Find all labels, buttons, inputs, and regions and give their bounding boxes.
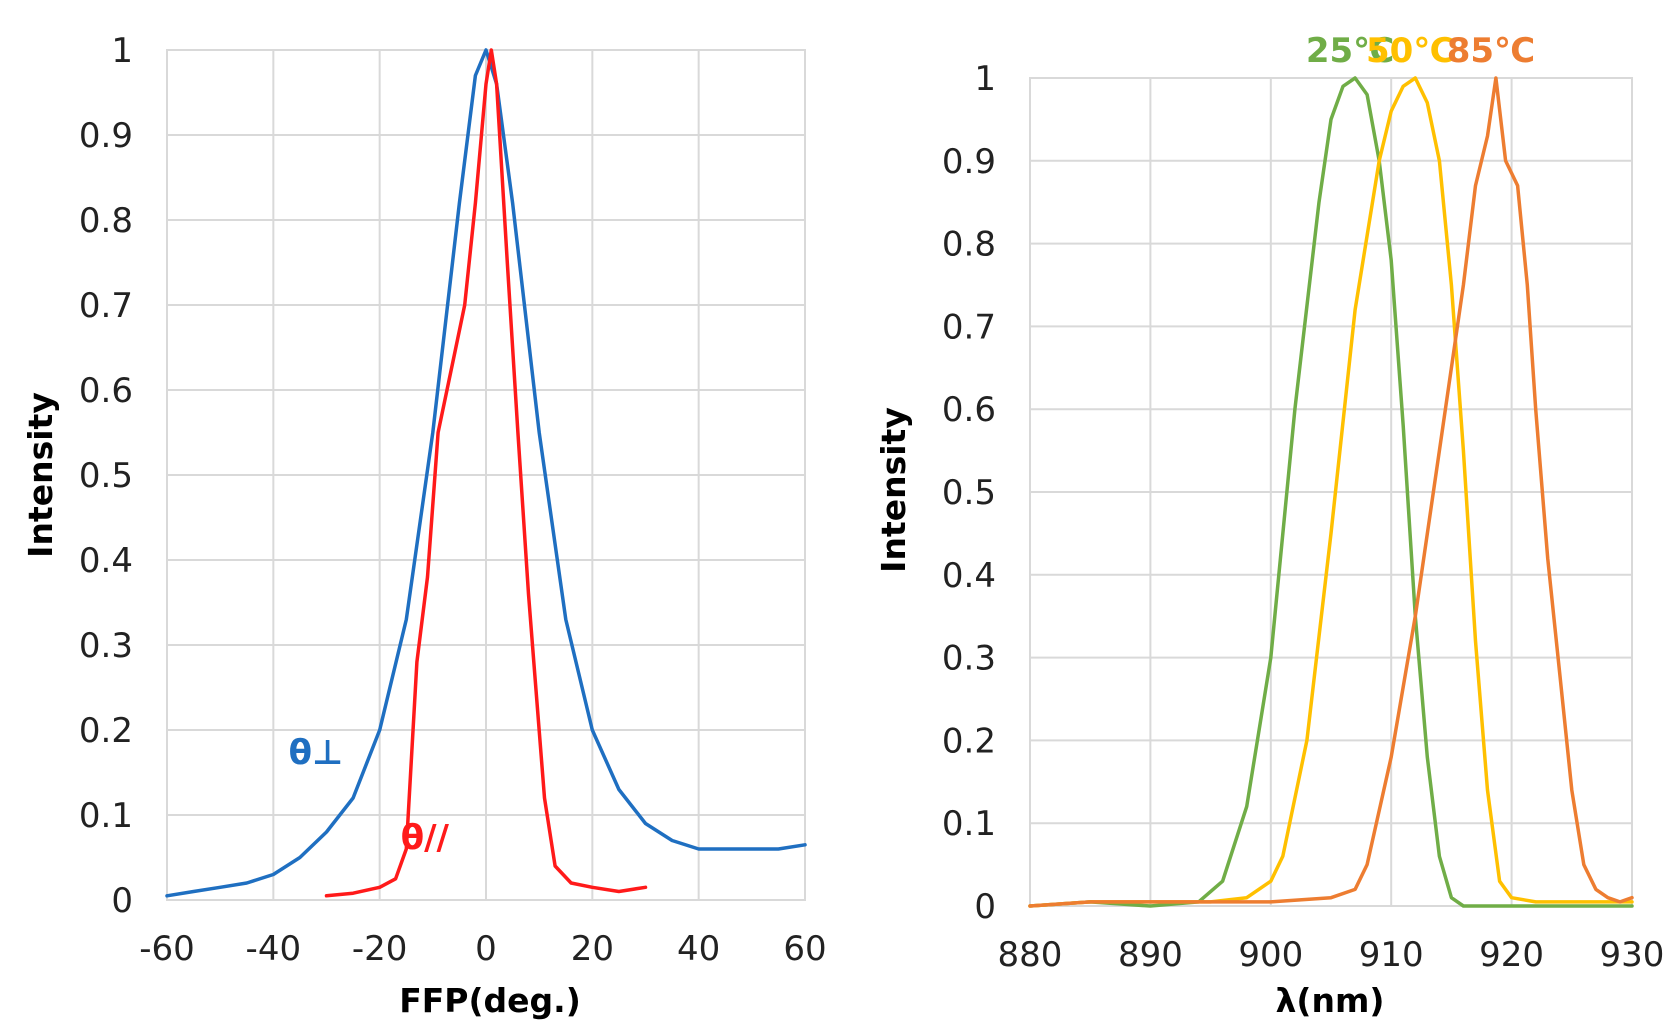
spectrum-y-tick-label: 0.7 bbox=[942, 307, 996, 347]
ffp-x-axis-title: FFP(deg.) bbox=[399, 981, 581, 1020]
ffp-x-tick-label: -60 bbox=[139, 929, 195, 969]
ffp-y-tick-label: 0.6 bbox=[79, 371, 133, 411]
ffp-series-annotation: θ// bbox=[401, 818, 450, 858]
spectrum-legend-label: 50℃ bbox=[1366, 31, 1455, 71]
spectrum-y-tick-label: 0.6 bbox=[942, 390, 996, 430]
ffp-y-tick-label: 0.9 bbox=[79, 116, 133, 156]
spectrum-y-tick-label: 0.5 bbox=[942, 473, 996, 513]
spectrum-x-tick-label: 880 bbox=[998, 935, 1063, 975]
ffp-series bbox=[165, 48, 807, 898]
spectrum-y-tick-label: 1 bbox=[974, 59, 996, 99]
ffp-x-tick-labels: -60 -40 -20 0 20 40 60 bbox=[139, 929, 826, 969]
spectrum-y-axis-title: Intensity bbox=[874, 407, 913, 573]
ffp-chart: 0 0.1 0.2 0.3 0.4 0.5 0.6 0.7 0.8 0.9 1 -60 -40 -20 0… bbox=[21, 31, 827, 1020]
spectrum-series-line-25℃ bbox=[1028, 76, 1634, 908]
ffp-series-annotation: θ⊥ bbox=[289, 733, 343, 773]
spectrum-x-tick-label: 890 bbox=[1118, 935, 1183, 975]
ffp-x-tick-label: 20 bbox=[571, 929, 614, 969]
spectrum-y-tick-label: 0.4 bbox=[942, 556, 996, 596]
spectrum-series bbox=[1028, 76, 1634, 908]
ffp-series-line-θ⊥ bbox=[165, 48, 807, 898]
spectrum-y-tick-labels: 0 0.1 0.2 0.3 0.4 0.5 0.6 0.7 0.8 0.9 1 bbox=[942, 59, 996, 927]
spectrum-legend-label: 85℃ bbox=[1447, 31, 1536, 71]
ffp-x-tick-label: -40 bbox=[246, 929, 302, 969]
ffp-series-line-θ// bbox=[324, 48, 648, 898]
spectrum-x-axis-title: λ(nm) bbox=[1276, 981, 1385, 1020]
ffp-x-tick-label: -20 bbox=[352, 929, 408, 969]
spectrum-y-tick-label: 0.9 bbox=[942, 142, 996, 182]
spectrum-x-tick-label: 910 bbox=[1359, 935, 1424, 975]
spectrum-y-tick-label: 0.1 bbox=[942, 804, 996, 844]
spectrum-series-line-85℃ bbox=[1028, 76, 1634, 908]
ffp-y-tick-label: 0.1 bbox=[79, 796, 133, 836]
ffp-x-tick-label: 0 bbox=[475, 929, 497, 969]
spectrum-chart: 0 0.1 0.2 0.3 0.4 0.5 0.6 0.7 0.8 0.9 1 880 890 900 9… bbox=[874, 31, 1664, 1020]
ffp-gridlines bbox=[166, 49, 806, 901]
ffp-y-tick-label: 0.2 bbox=[79, 711, 133, 751]
ffp-y-axis-title: Intensity bbox=[21, 392, 60, 558]
ffp-y-tick-label: 0.8 bbox=[79, 201, 133, 241]
spectrum-x-tick-label: 900 bbox=[1238, 935, 1303, 975]
ffp-annotations: θ⊥ θ// bbox=[289, 733, 450, 858]
spectrum-y-tick-label: 0.3 bbox=[942, 639, 996, 679]
spectrum-x-tick-labels: 880 890 900 910 920 930 bbox=[998, 935, 1665, 975]
ffp-y-tick-labels: 0 0.1 0.2 0.3 0.4 0.5 0.6 0.7 0.8 0.9 1 bbox=[79, 31, 133, 921]
ffp-y-tick-label: 0.5 bbox=[79, 456, 133, 496]
spectrum-y-tick-label: 0.2 bbox=[942, 721, 996, 761]
ffp-y-tick-label: 0.7 bbox=[79, 286, 133, 326]
ffp-x-tick-label: 60 bbox=[783, 929, 826, 969]
spectrum-x-tick-label: 930 bbox=[1600, 935, 1665, 975]
spectrum-x-tick-label: 920 bbox=[1479, 935, 1544, 975]
spectrum-series-line-50℃ bbox=[1028, 76, 1634, 908]
spectrum-gridlines bbox=[1029, 77, 1633, 907]
ffp-y-tick-label: 0.3 bbox=[79, 626, 133, 666]
ffp-y-tick-label: 1 bbox=[111, 31, 133, 71]
spectrum-legend: 25℃50℃85℃ bbox=[1306, 31, 1535, 71]
spectrum-plot-frame bbox=[1029, 77, 1633, 907]
ffp-y-tick-label: 0.4 bbox=[79, 541, 133, 581]
ffp-y-tick-label: 0 bbox=[111, 881, 133, 921]
spectrum-legend-label: 25℃ bbox=[1306, 31, 1395, 71]
spectrum-y-tick-label: 0 bbox=[974, 887, 996, 927]
ffp-x-tick-label: 40 bbox=[677, 929, 720, 969]
spectrum-y-tick-label: 0.8 bbox=[942, 225, 996, 265]
